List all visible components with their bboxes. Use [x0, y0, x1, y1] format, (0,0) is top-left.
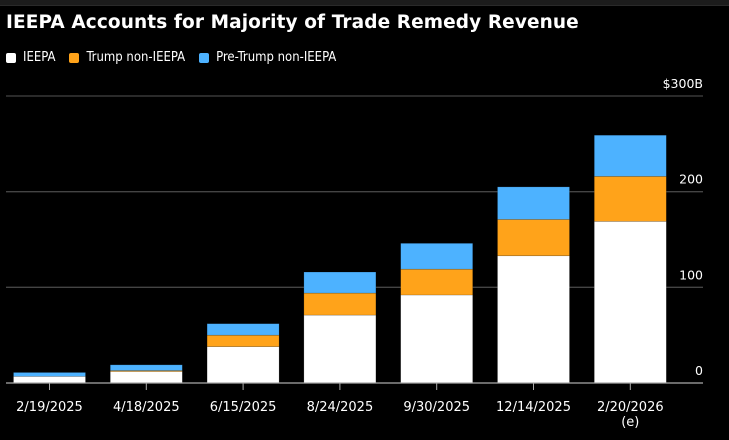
x-tick-label-6: 2/20/2026 [597, 400, 664, 415]
y-tick-label-0: 0 [695, 363, 703, 378]
bar-pre-trump-non-ieepa-0 [13, 372, 86, 377]
x-tick-note-6: (e) [621, 415, 639, 430]
bar-trump-non-ieepa-6 [593, 176, 667, 222]
legend-item-pre-trump-non-ieepa: Pre-Trump non-IEEPA [199, 50, 336, 65]
bar-pre-trump-non-ieepa-4 [400, 243, 474, 270]
bar-ieepa-5 [497, 255, 570, 384]
y-tick-label-100: 100 [679, 267, 703, 282]
legend-swatch-trump-non-ieepa [69, 52, 80, 63]
bar-ieepa-6 [593, 221, 667, 384]
bar-pre-trump-non-ieepa-2 [206, 323, 280, 336]
legend-swatch-ieepa [6, 52, 16, 63]
chart-title: IEEPA Accounts for Majority of Trade Rem… [6, 12, 579, 33]
bar-ieepa-2 [206, 346, 280, 384]
bar-ieepa-4 [400, 294, 474, 384]
bar-pre-trump-non-ieepa-1 [110, 364, 183, 371]
bar-pre-trump-non-ieepa-3 [303, 271, 377, 294]
window-top-strip [0, 0, 729, 6]
bar-trump-non-ieepa-5 [497, 219, 570, 257]
legend-label-pre-trump-non-ieepa: Pre-Trump non-IEEPA [216, 50, 337, 65]
legend-item-trump-non-ieepa: Trump non-IEEPA [69, 50, 185, 65]
bar-ieepa-3 [303, 314, 377, 384]
bar-pre-trump-non-ieepa-5 [497, 186, 570, 220]
x-tick-label-0: 2/19/2025 [16, 400, 83, 415]
bar-ieepa-1 [110, 371, 183, 384]
bar-ieepa-0 [13, 376, 86, 384]
bar-trump-non-ieepa-3 [303, 292, 377, 316]
x-tick-label-2: 6/15/2025 [210, 400, 277, 415]
legend-item-ieepa: IEEPA [6, 50, 55, 65]
bar-trump-non-ieepa-4 [400, 268, 474, 296]
bar-pre-trump-non-ieepa-6 [593, 134, 667, 177]
legend-label-ieepa: IEEPA [23, 50, 56, 65]
legend-label-trump-non-ieepa: Trump non-IEEPA [86, 50, 186, 65]
y-tick-label-300: $300B [663, 76, 703, 91]
y-tick-label-200: 200 [679, 172, 703, 187]
legend-swatch-pre-trump-non-ieepa [199, 52, 210, 63]
legend: IEEPA Trump non-IEEPA Pre-Trump non-IEEP… [6, 50, 350, 65]
x-tick-label-3: 8/24/2025 [307, 400, 374, 415]
bar-trump-non-ieepa-2 [206, 334, 280, 347]
x-tick-label-5: 12/14/2025 [496, 400, 571, 415]
x-tick-label-4: 9/30/2025 [403, 400, 470, 415]
x-tick-label-1: 4/18/2025 [113, 400, 180, 415]
